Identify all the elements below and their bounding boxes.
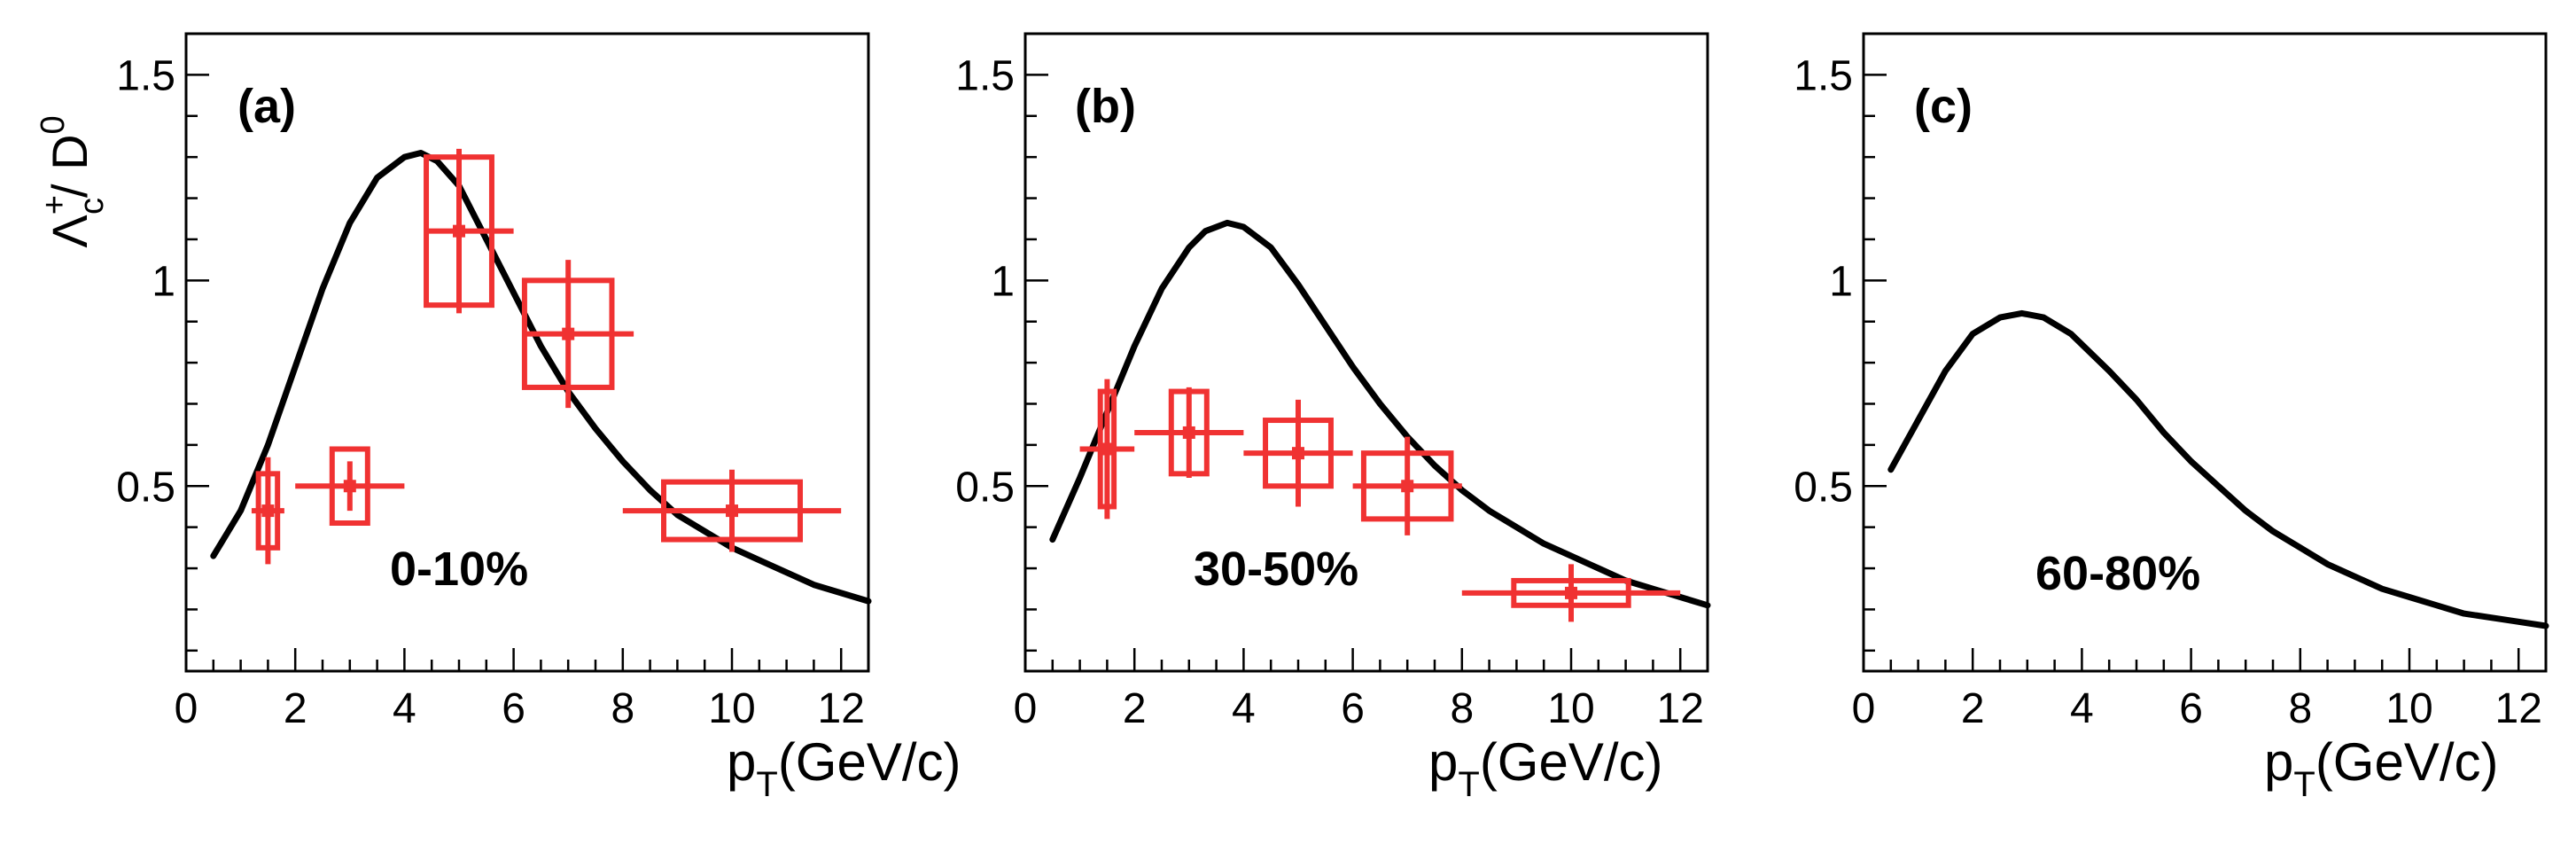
panel-b-y-tick-label: 1 — [991, 258, 1015, 305]
panel-c-xlabel-rest: (GeV/c) — [2315, 732, 2499, 792]
panel-b-data-point — [1079, 379, 1135, 520]
panel-c-axes: 0 2 4 6 8 10 12 0.5 1 1.5 — [1794, 32, 2548, 732]
panel-c-label: (c) — [1914, 80, 1973, 133]
panel-a-x-tick-label: 4 — [393, 685, 416, 732]
panel-b-marker — [1101, 442, 1114, 456]
panel-a-x-tick-label: 0 — [175, 685, 198, 732]
panel-c-model-curve — [1887, 309, 2549, 629]
panel-a-marker — [343, 480, 356, 493]
panel-a-xlabel-sub: T — [756, 765, 777, 804]
panel-a-data-point — [251, 457, 284, 565]
panel-c-x-tick-label: 2 — [1961, 685, 1985, 732]
panel-c-frame — [1862, 32, 2548, 673]
panel-a-y-tick-label: 0.5 — [116, 464, 175, 511]
panel-b: 0 2 4 6 8 10 12 0.5 1 1.5 (b) 30-50% pT(GeV/c) — [955, 32, 1711, 804]
panel-b-label: (b) — [1075, 80, 1136, 133]
panel-a-x-tick-label: 6 — [502, 685, 525, 732]
panel-b-x-tick-label: 8 — [1450, 685, 1474, 732]
panel-b-x-tick-label: 10 — [1547, 685, 1594, 732]
y-axis-title-slash: / D — [42, 134, 97, 198]
y-axis-title-sub: c — [74, 198, 111, 215]
panel-c-y-tick-label: 0.5 — [1794, 464, 1853, 511]
panel-c-xlabel-sub: T — [2293, 765, 2315, 804]
panel-a-marker — [562, 327, 575, 340]
panel-b-x-tick-label: 0 — [1014, 685, 1038, 732]
panel-a-xlabel-rest: (GeV/c) — [778, 732, 961, 792]
panel-a-marker — [453, 224, 465, 238]
panel-a-marker — [261, 504, 275, 518]
panel-b-marker — [1292, 447, 1304, 460]
panel-b-model — [1049, 219, 1711, 609]
panel-b-data-point — [1243, 399, 1353, 507]
panel-a-data-point — [424, 148, 514, 314]
panel-b-y-tick-label: 1.5 — [955, 52, 1015, 99]
panel-c-x-tick-label: 12 — [2495, 685, 2542, 732]
panel-a-x-tick-label: 2 — [284, 685, 307, 732]
y-axis-title-main: Λ — [42, 215, 97, 248]
panel-b-x-tick-label: 2 — [1123, 685, 1147, 732]
y-axis-title-d-sup: 0 — [35, 115, 72, 134]
panel-b-data-point — [1461, 564, 1681, 622]
y-axis-title: Λ+c/ D0 — [35, 115, 111, 247]
panel-a-axes: 0 2 4 6 8 10 12 0.5 1 1.5 — [116, 32, 870, 732]
panel-c: 0 2 4 6 8 10 12 0.5 1 1.5 (c) 60-80% pT(GeV/c) — [1794, 32, 2549, 804]
panel-c-x-tick-label: 8 — [2288, 685, 2312, 732]
panel-b-x-tick-label: 12 — [1657, 685, 1704, 732]
panel-b-data-point — [1134, 387, 1244, 478]
panel-c-y-tick-label: 1.5 — [1794, 52, 1853, 99]
panel-a-y-tick-label: 1 — [152, 258, 175, 305]
panel-c-x-tick-label: 0 — [1852, 685, 1876, 732]
panel-a-xlabel-p: p — [727, 732, 756, 792]
panel-a-marker — [726, 504, 738, 518]
panel-b-xlabel: pT(GeV/c) — [1428, 732, 1663, 804]
panel-b-centrality: 30-50% — [1194, 543, 1358, 596]
panel-c-centrality: 60-80% — [2035, 547, 2200, 600]
panel-a: 0 2 4 6 8 10 12 0.5 1 1.5 (a) 0-10% pT(GeV/c) — [116, 32, 961, 804]
panel-b-frame — [1023, 32, 1709, 673]
panel-c-x-tick-label: 4 — [2070, 685, 2094, 732]
panel-b-x-tick-label: 4 — [1232, 685, 1256, 732]
panel-a-xlabel: pT(GeV/c) — [727, 732, 961, 804]
panel-b-x-tick-label: 6 — [1341, 685, 1365, 732]
panel-b-axes: 0 2 4 6 8 10 12 0.5 1 1.5 — [955, 32, 1709, 732]
panel-b-marker — [1565, 586, 1577, 599]
panel-b-data-point — [1352, 436, 1462, 535]
panel-c-x-tick-label: 10 — [2385, 685, 2432, 732]
panel-c-xlabel: pT(GeV/c) — [2264, 732, 2499, 804]
panel-b-y-tick-label: 0.5 — [955, 464, 1015, 511]
panel-c-xlabel-p: p — [2264, 732, 2293, 792]
panel-a-y-tick-label: 1.5 — [116, 52, 175, 99]
y-axis-title-sup: + — [36, 195, 74, 215]
panel-a-frame — [184, 32, 870, 673]
panel-a-model — [210, 150, 872, 605]
panel-a-centrality: 0-10% — [390, 543, 528, 596]
panel-a-data — [251, 148, 842, 565]
panel-c-model — [1887, 309, 2549, 629]
panel-a-x-tick-label: 12 — [818, 685, 865, 732]
panel-b-xlabel-rest: (GeV/c) — [1480, 732, 1663, 792]
panel-b-xlabel-p: p — [1428, 732, 1458, 792]
panel-a-x-tick-label: 8 — [611, 685, 634, 732]
panel-c-x-tick-label: 6 — [2179, 685, 2203, 732]
panel-b-model-curve — [1049, 219, 1711, 609]
panel-b-marker — [1182, 426, 1195, 439]
panel-c-y-tick-label: 1 — [1829, 258, 1853, 305]
panel-b-xlabel-sub: T — [1458, 765, 1479, 804]
panel-a-data-point — [295, 446, 405, 527]
panel-a-x-tick-label: 10 — [708, 685, 755, 732]
panel-b-data — [1079, 379, 1681, 622]
panel-a-data-point — [521, 260, 634, 409]
panel-a-data-point — [622, 469, 842, 552]
panel-a-label: (a) — [237, 80, 296, 133]
panel-b-marker — [1401, 480, 1414, 493]
panel-a-model-curve — [210, 150, 872, 605]
